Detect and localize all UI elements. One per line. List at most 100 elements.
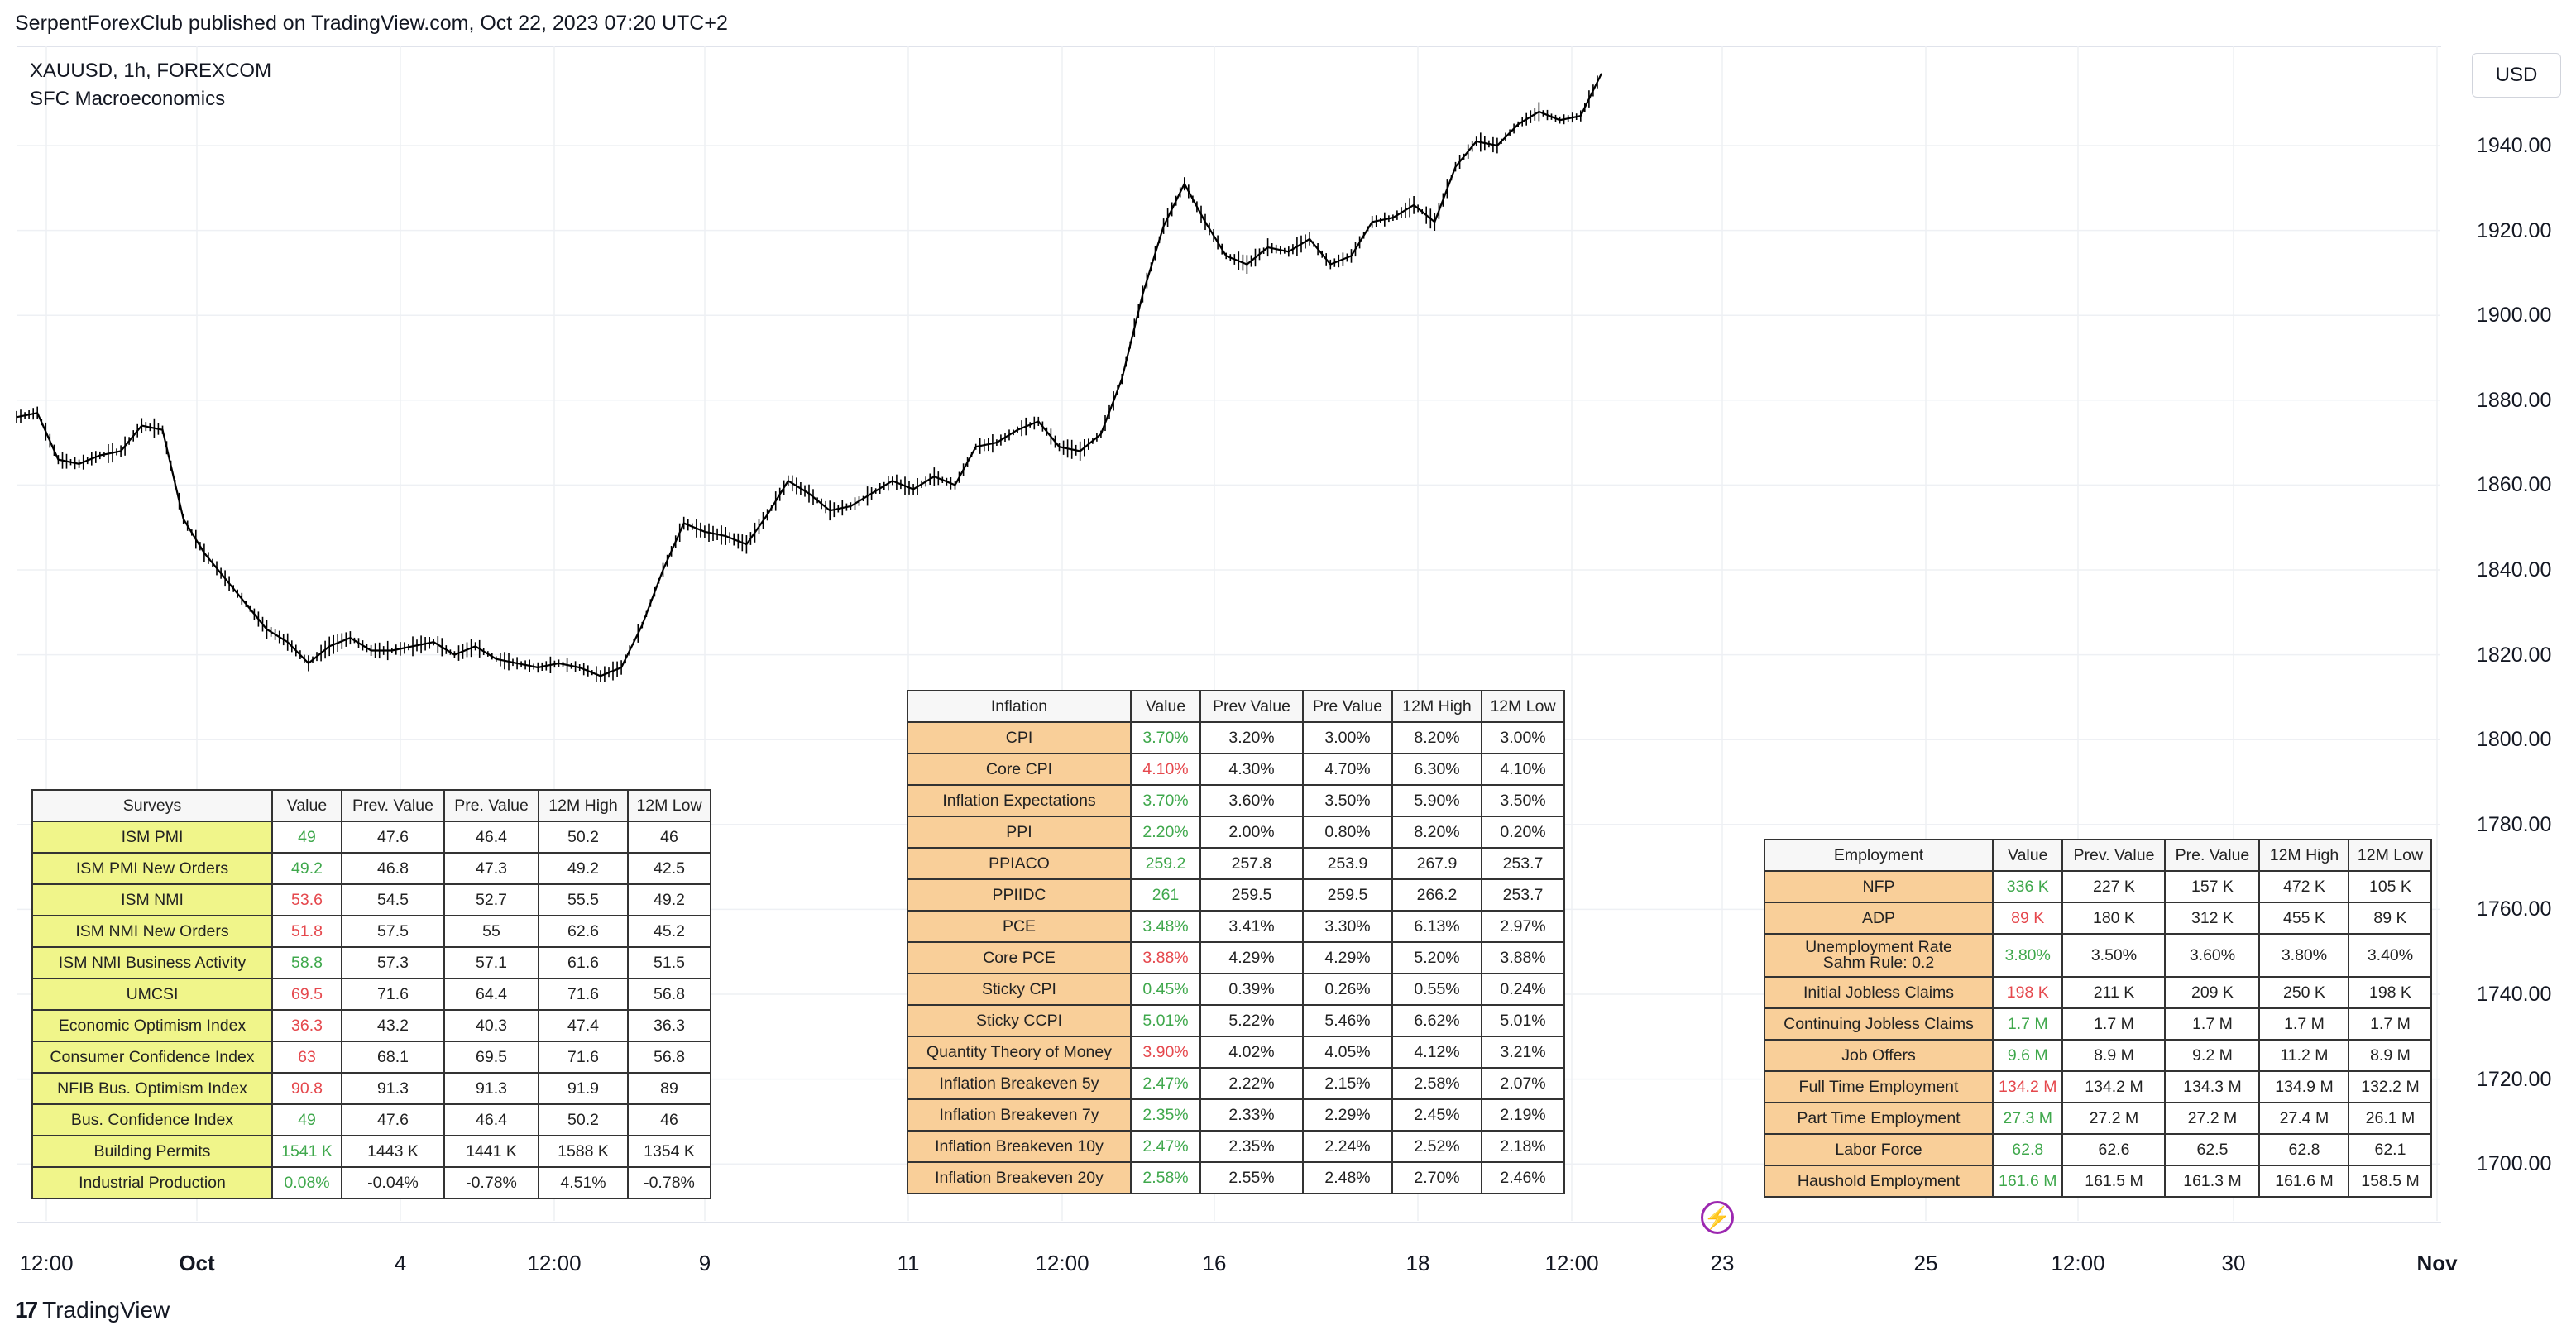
row-name: Inflation Breakeven 10y — [907, 1130, 1132, 1163]
row-value: 4.10% — [1130, 753, 1201, 786]
row-pre-value: 312 K — [2164, 902, 2261, 935]
column-header: Value — [271, 789, 342, 822]
row-prev-value: 46.8 — [341, 852, 445, 885]
chart-pane[interactable] — [17, 46, 2441, 1223]
table-row: ADP 89 K 180 K 312 K 455 K 89 K — [1764, 902, 2433, 935]
price-tick: 1880.00 — [2477, 388, 2552, 412]
candle-bars — [16, 75, 1598, 682]
inflation-table: Inflation Value Prev Value Pre Value 12M Hig… — [907, 690, 1565, 1194]
row-12m-low: 132.2 M — [2348, 1070, 2433, 1103]
time-tick: Nov — [2416, 1251, 2458, 1275]
row-12m-high: 62.6 — [538, 915, 629, 948]
time-tick: 12:00 — [527, 1251, 582, 1275]
row-value: 62.8 — [1991, 1133, 2064, 1166]
row-prev-value: 3.20% — [1199, 721, 1304, 754]
table-row: PPIIDC 261 259.5 259.5 266.2 253.7 — [907, 878, 1565, 912]
column-header: Prev Value — [1199, 690, 1304, 723]
row-12m-low: 49.2 — [627, 883, 711, 916]
row-pre-value: 3.60% — [2164, 933, 2261, 978]
row-pre-value: 259.5 — [1302, 878, 1393, 912]
row-prev-value: 8.9 M — [2061, 1039, 2167, 1072]
employment-table: Employment Value Prev. Value Pre. Value 12M … — [1764, 839, 2433, 1198]
table-row: Core CPI 4.10% 4.30% 4.70% 6.30% 4.10% — [907, 753, 1565, 786]
row-12m-high: 266.2 — [1391, 878, 1482, 912]
row-name: Building Permits — [31, 1135, 273, 1168]
row-12m-low: 45.2 — [627, 915, 711, 948]
table-row: CPI 3.70% 3.20% 3.00% 8.20% 3.00% — [907, 721, 1565, 754]
row-value: 2.35% — [1130, 1098, 1201, 1132]
column-header: 12M High — [538, 789, 629, 822]
row-name: ISM NMI New Orders — [31, 915, 273, 948]
table-row: Inflation Breakeven 10y 2.47% 2.35% 2.24% 2.… — [907, 1130, 1565, 1163]
row-name: Inflation Expectations — [907, 784, 1132, 817]
price-tick: 1920.00 — [2477, 218, 2552, 242]
row-prev-value: 57.5 — [341, 915, 445, 948]
table-row: Consumer Confidence Index 63 68.1 69.5 71.6 5… — [31, 1041, 711, 1074]
symbol-title[interactable]: XAUUSD, 1h, FOREXCOM — [30, 60, 272, 82]
table-row: Job Offers 9.6 M 8.9 M 9.2 M 11.2 M 8.9 M — [1764, 1039, 2433, 1072]
price-tick: 1860.00 — [2477, 473, 2552, 497]
row-name: Continuing Jobless Claims — [1764, 1007, 1994, 1041]
row-pre-value: 57.1 — [443, 946, 539, 979]
row-pre-value: 64.4 — [443, 978, 539, 1011]
time-tick: 12:00 — [2051, 1251, 2105, 1275]
table-row: Continuing Jobless Claims 1.7 M 1.7 M 1.7 M… — [1764, 1007, 2433, 1041]
row-pre-value: 91.3 — [443, 1072, 539, 1105]
row-12m-low: 2.18% — [1481, 1130, 1565, 1163]
row-12m-high: 2.58% — [1391, 1067, 1482, 1100]
row-name: Part Time Employment — [1764, 1102, 1994, 1135]
row-12m-low: 5.01% — [1481, 1004, 1565, 1037]
table-row: ISM NMI New Orders 51.8 57.5 55 62.6 45.2 — [31, 915, 711, 948]
row-name: Core CPI — [907, 753, 1132, 786]
row-value: 58.8 — [271, 946, 342, 979]
table-row: Full Time Employment 134.2 M 134.2 M 134.3 … — [1764, 1070, 2433, 1103]
row-prev-value: 71.6 — [341, 978, 445, 1011]
row-name: PPIACO — [907, 847, 1132, 880]
time-tick: 30 — [2221, 1251, 2246, 1275]
table-row: Quantity Theory of Money 3.90% 4.02% 4.05% 4… — [907, 1036, 1565, 1069]
row-12m-high: 47.4 — [538, 1009, 629, 1042]
row-name: Economic Optimism Index — [31, 1009, 273, 1042]
row-prev-value: 1.7 M — [2061, 1007, 2167, 1041]
currency-button[interactable]: USD — [2472, 53, 2561, 98]
row-12m-high: 250 K — [2258, 976, 2350, 1009]
column-header: 12M Low — [627, 789, 711, 822]
row-value: 261 — [1130, 878, 1201, 912]
row-12m-low: 1354 K — [627, 1135, 711, 1168]
row-value: 69.5 — [271, 978, 342, 1011]
lightning-icon[interactable]: ⚡ — [1701, 1201, 1734, 1234]
row-value: 134.2 M — [1991, 1070, 2064, 1103]
row-12m-low: 3.21% — [1481, 1036, 1565, 1069]
tradingview-logo[interactable]: 17 TradingView — [15, 1297, 170, 1323]
row-value: 0.45% — [1130, 973, 1201, 1006]
table-header-row: Employment Value Prev. Value Pre. Value 12M … — [1764, 839, 2433, 872]
row-name: UMCSI — [31, 978, 273, 1011]
row-prev-value: 2.33% — [1199, 1098, 1304, 1132]
table-row: ISM PMI 49 47.6 46.4 50.2 46 — [31, 821, 711, 854]
row-prev-value: 227 K — [2061, 870, 2167, 903]
table-row: Economic Optimism Index 36.3 43.2 40.3 47.4 3… — [31, 1009, 711, 1042]
row-pre-value: 157 K — [2164, 870, 2261, 903]
row-pre-value: 2.29% — [1302, 1098, 1393, 1132]
row-12m-low: 56.8 — [627, 978, 711, 1011]
row-value: 49 — [271, 821, 342, 854]
column-header: Employment — [1764, 839, 1994, 872]
row-pre-value: 27.2 M — [2164, 1102, 2261, 1135]
table-row: Labor Force 62.8 62.6 62.5 62.8 62.1 — [1764, 1133, 2433, 1166]
column-header: Prev. Value — [341, 789, 445, 822]
price-tick: 1940.00 — [2477, 134, 2552, 157]
time-tick: 18 — [1405, 1251, 1430, 1275]
row-value: 3.48% — [1130, 910, 1201, 943]
row-prev-value: 47.6 — [341, 821, 445, 854]
row-12m-low: 2.97% — [1481, 910, 1565, 943]
row-prev-value: 3.60% — [1199, 784, 1304, 817]
price-tick: 1700.00 — [2477, 1152, 2552, 1176]
row-12m-low: 2.46% — [1481, 1161, 1565, 1194]
indicator-title[interactable]: SFC Macroeconomics — [30, 88, 226, 110]
row-pre-value: 9.2 M — [2164, 1039, 2261, 1072]
row-pre-value: 55 — [443, 915, 539, 948]
row-12m-high: 8.20% — [1391, 721, 1482, 754]
column-header: Surveys — [31, 789, 273, 822]
row-pre-value: 2.48% — [1302, 1161, 1393, 1194]
time-tick: Oct — [179, 1251, 215, 1275]
